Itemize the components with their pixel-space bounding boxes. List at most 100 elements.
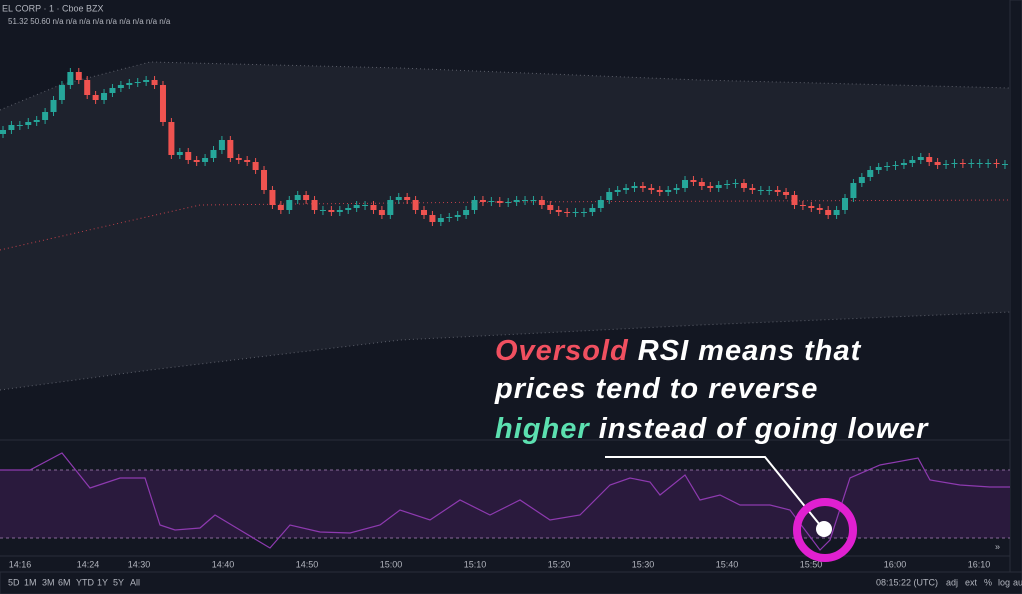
candle-body	[606, 192, 613, 200]
caption-highlight: higher	[495, 413, 590, 445]
scale-option[interactable]: auto	[1013, 577, 1022, 587]
range-button[interactable]: All	[130, 577, 140, 587]
time-label: 16:10	[968, 559, 991, 569]
candle-body	[471, 200, 478, 210]
scroll-button[interactable]: »	[995, 541, 1000, 551]
candle-body	[783, 192, 790, 195]
middle-band	[0, 199, 1011, 251]
range-button[interactable]: 6M	[58, 577, 71, 587]
candle-body	[513, 200, 520, 202]
candle-body	[749, 188, 756, 190]
range-button[interactable]: YTD	[76, 577, 95, 587]
candle-body	[134, 82, 141, 83]
candle-body	[631, 186, 638, 188]
time-label: 15:50	[800, 559, 823, 569]
candle-body	[294, 195, 301, 200]
highlight-dot	[816, 521, 832, 537]
candle-body	[277, 205, 284, 210]
candle-body	[227, 140, 234, 158]
caption-text: instead of going lower	[599, 413, 929, 445]
candle-body	[193, 160, 200, 162]
candle-body	[858, 177, 865, 183]
candle-body	[151, 80, 158, 85]
candle-body	[412, 200, 419, 210]
candle-body	[597, 200, 604, 208]
candle-body	[33, 120, 40, 122]
candle-body	[850, 183, 857, 198]
scale-option[interactable]: ext	[965, 577, 978, 587]
candle-body	[934, 162, 941, 165]
time-label: 15:00	[380, 559, 403, 569]
candle-body	[816, 208, 823, 210]
candle-body	[985, 163, 992, 164]
scale-option[interactable]: log	[998, 577, 1010, 587]
candle-body	[311, 200, 318, 210]
rsi-line	[0, 452, 1010, 551]
candle-body	[656, 190, 663, 192]
candle-body	[623, 188, 630, 190]
candle-body	[454, 215, 461, 217]
time-label: 15:30	[632, 559, 655, 569]
candle-body	[353, 205, 360, 208]
range-button[interactable]: 3M	[42, 577, 55, 587]
candle-body	[202, 158, 209, 162]
candle-body	[25, 122, 32, 125]
candle-body	[446, 217, 453, 218]
candle-body	[58, 85, 65, 100]
candle-body	[917, 157, 924, 160]
candle-body	[690, 180, 697, 182]
candle-body	[176, 152, 183, 155]
caption-highlight: Oversold	[495, 335, 629, 367]
candles	[0, 68, 1008, 226]
candle-body	[572, 212, 579, 213]
scale-option[interactable]: %	[984, 577, 992, 587]
candle-body	[538, 200, 545, 205]
candle-body	[732, 183, 739, 184]
candle-body	[707, 186, 714, 188]
candle-body	[92, 95, 99, 100]
candle-body	[50, 100, 57, 112]
candle-body	[16, 125, 23, 126]
range-button[interactable]: 5Y	[113, 577, 124, 587]
candle-body	[665, 190, 672, 192]
time-label: 14:30	[128, 559, 151, 569]
candle-body	[387, 200, 394, 215]
candle-body	[84, 80, 91, 95]
candle-body	[496, 201, 503, 203]
candle-body	[943, 164, 950, 165]
time-label: 14:50	[296, 559, 319, 569]
bottom-toolbar	[0, 571, 1022, 594]
caption-line-1: Oversold RSI means that	[495, 335, 862, 367]
candle-body	[252, 162, 259, 170]
range-button[interactable]: 1M	[24, 577, 37, 587]
candle-body	[378, 210, 385, 215]
scale-option[interactable]: adj	[946, 577, 958, 587]
candle-body	[101, 93, 108, 100]
candle-body	[218, 140, 225, 150]
symbol: EL CORP · 1 · Cboe BZX	[2, 3, 104, 13]
candle-body	[328, 210, 335, 212]
range-button[interactable]: 5D	[8, 577, 20, 587]
candle-body	[0, 130, 6, 134]
time-label: 14:40	[212, 559, 235, 569]
candle-body	[614, 190, 621, 192]
candle-body	[959, 163, 966, 164]
candle-body	[648, 188, 655, 190]
time-label: 14:24	[77, 559, 100, 569]
candle-body	[67, 72, 74, 85]
candle-body	[362, 205, 369, 206]
candle-body	[892, 165, 899, 166]
candle-body	[740, 183, 747, 188]
candle-body	[269, 190, 276, 205]
candle-body	[926, 157, 933, 162]
range-button[interactable]: 1Y	[97, 577, 108, 587]
candle-body	[547, 205, 554, 210]
candle-body	[210, 150, 217, 158]
candle-body	[715, 185, 722, 188]
candle-body	[117, 85, 124, 88]
candle-body	[976, 163, 983, 164]
candle-body	[639, 186, 646, 188]
candle-body	[437, 218, 444, 222]
candle-body	[900, 163, 907, 165]
candle-body	[319, 210, 326, 211]
